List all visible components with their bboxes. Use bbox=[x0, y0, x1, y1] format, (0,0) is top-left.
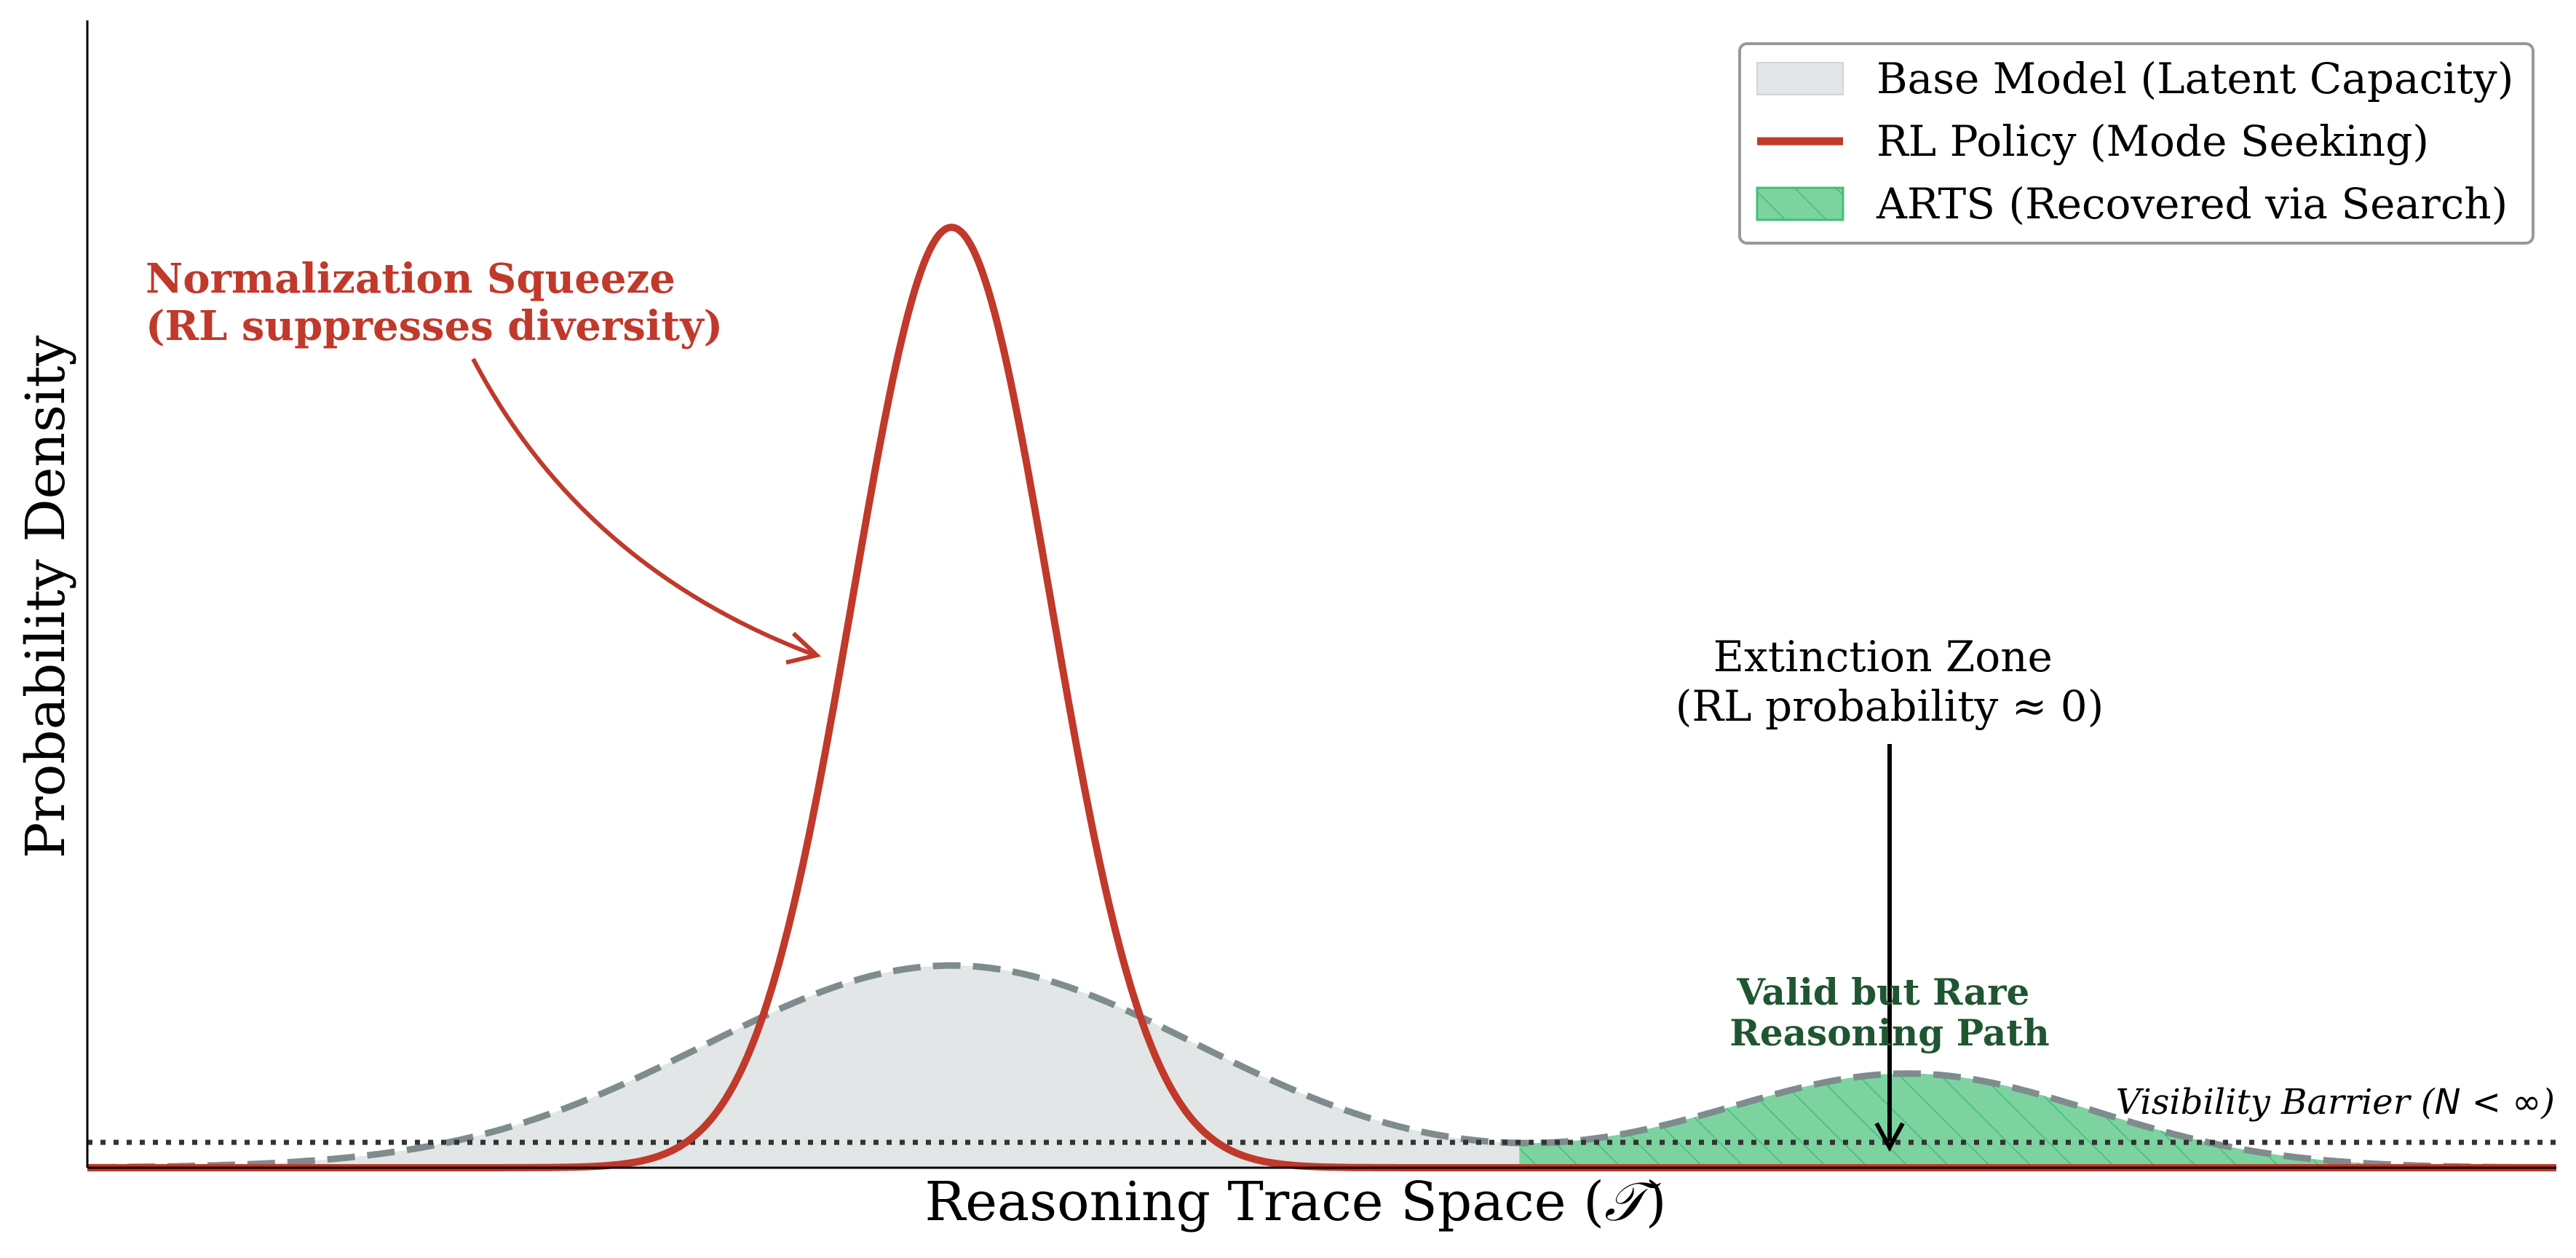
squeeze-arrow bbox=[471, 357, 817, 657]
legend-box bbox=[1738, 42, 2535, 245]
base-model-line bbox=[87, 962, 2556, 1171]
legend-arts-swatch bbox=[1756, 186, 1844, 221]
extinction-arrow-head bbox=[1874, 1122, 1905, 1152]
y-axis-label: Probability Density bbox=[15, 336, 77, 859]
extinction-annotation: Extinction Zone (RL probability ≈ 0) bbox=[1676, 632, 2104, 731]
legend: Base Model (Latent Capacity) RL Policy (… bbox=[1738, 42, 2535, 245]
x-axis-label: Reasoning Trace Space (𝒯) bbox=[924, 1171, 1666, 1233]
legend-base-label: Base Model (Latent Capacity) bbox=[1876, 54, 2513, 103]
squeeze-arrow-head bbox=[785, 631, 822, 665]
legend-rl-label: RL Policy (Mode Seeking) bbox=[1876, 116, 2429, 166]
squeeze-annotation: Normalization Squeeze (RL suppresses div… bbox=[146, 255, 723, 350]
visibility-barrier-label: Visibility Barrier (N < ∞) bbox=[2116, 1082, 2555, 1123]
legend-base-swatch bbox=[1756, 62, 1844, 95]
valid-path-annotation: Valid but Rare Reasoning Path bbox=[1729, 970, 2049, 1054]
legend-arts-label: ARTS (Recovered via Search) bbox=[1876, 179, 2508, 229]
rl-policy-line bbox=[87, 223, 2557, 1171]
